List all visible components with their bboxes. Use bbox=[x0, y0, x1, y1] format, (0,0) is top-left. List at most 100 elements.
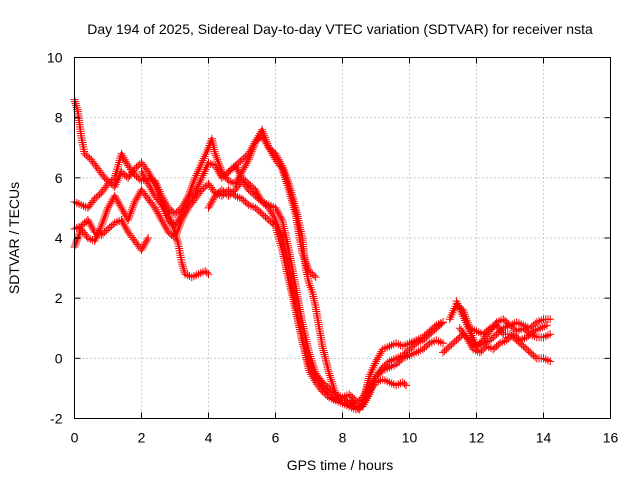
interpolated-points bbox=[253, 193, 265, 205]
interpolated-points bbox=[98, 181, 111, 196]
y-axis-label: SDTVAR / TECUs bbox=[6, 182, 22, 294]
interpolated-points bbox=[124, 199, 139, 222]
data-point bbox=[402, 381, 411, 390]
interpolated-points bbox=[524, 328, 536, 340]
interpolated-points bbox=[400, 346, 412, 358]
interpolated-points bbox=[212, 163, 225, 180]
interpolated-points bbox=[373, 347, 386, 364]
interpolated-points bbox=[112, 216, 124, 226]
data-point bbox=[439, 318, 447, 327]
interpolated-points bbox=[387, 361, 398, 371]
interpolated-points bbox=[213, 189, 224, 199]
interpolated-points bbox=[192, 187, 205, 202]
interpolated-points bbox=[212, 187, 225, 199]
interpolated-points bbox=[531, 325, 542, 335]
interpolated-points bbox=[535, 316, 546, 326]
x-tick-label: 2 bbox=[138, 430, 146, 446]
interpolated-points bbox=[278, 248, 293, 282]
interpolated-points bbox=[105, 220, 118, 232]
interpolated-points bbox=[192, 175, 205, 195]
interpolated-points bbox=[325, 371, 340, 397]
interpolated-points bbox=[440, 343, 453, 355]
data-point bbox=[110, 182, 119, 191]
interpolated-points bbox=[466, 329, 480, 349]
interpolated-points bbox=[178, 260, 189, 277]
data-point bbox=[157, 191, 166, 200]
x-tick-label: 6 bbox=[272, 430, 280, 446]
data-point bbox=[117, 149, 126, 158]
data-point bbox=[104, 203, 112, 212]
interpolated-points bbox=[298, 236, 310, 270]
interpolated-points bbox=[285, 182, 299, 210]
interpolated-points bbox=[420, 328, 432, 340]
interpolated-points bbox=[490, 340, 503, 352]
data-point bbox=[211, 149, 220, 158]
interpolated-points bbox=[528, 331, 539, 341]
data-point bbox=[325, 369, 334, 378]
interpolated-points bbox=[298, 338, 313, 373]
data-point bbox=[465, 327, 474, 336]
interpolated-points bbox=[356, 401, 366, 412]
data-point bbox=[244, 149, 253, 158]
interpolated-points bbox=[481, 337, 492, 347]
data-point bbox=[117, 203, 126, 212]
interpolated-points bbox=[232, 157, 245, 169]
series-arc-7 bbox=[224, 131, 447, 414]
data-point bbox=[110, 191, 119, 200]
data-point bbox=[157, 215, 166, 224]
interpolated-points bbox=[346, 391, 359, 403]
interpolated-points bbox=[118, 151, 131, 168]
interpolated-points bbox=[327, 394, 338, 404]
interpolated-points bbox=[463, 335, 477, 352]
data-point bbox=[83, 215, 92, 224]
data-point bbox=[546, 357, 555, 366]
interpolated-points bbox=[305, 350, 320, 376]
interpolated-points bbox=[95, 166, 108, 181]
interpolated-points bbox=[183, 271, 194, 281]
data-point bbox=[358, 399, 367, 408]
interpolated-points bbox=[298, 320, 313, 355]
interpolated-points bbox=[278, 218, 293, 252]
interpolated-points bbox=[340, 400, 351, 410]
interpolated-points bbox=[366, 359, 380, 379]
interpolated-points bbox=[394, 352, 405, 362]
interpolated-points bbox=[226, 187, 238, 199]
interpolated-points bbox=[420, 340, 432, 352]
interpolated-points bbox=[453, 299, 467, 319]
interpolated-points bbox=[246, 181, 258, 193]
interpolated-points bbox=[202, 268, 211, 277]
interpolated-points bbox=[125, 229, 138, 244]
interpolated-points bbox=[146, 174, 157, 184]
interpolated-points bbox=[291, 284, 306, 325]
interpolated-points bbox=[387, 379, 398, 389]
interpolated-points bbox=[434, 337, 445, 347]
interpolated-points bbox=[414, 346, 425, 356]
interpolated-points bbox=[474, 340, 485, 350]
interpolated-points bbox=[354, 403, 365, 413]
interpolated-points bbox=[266, 145, 278, 157]
interpolated-points bbox=[259, 133, 272, 150]
interpolated-points bbox=[487, 331, 499, 343]
interpolated-points bbox=[72, 198, 83, 208]
data-point bbox=[372, 357, 380, 366]
x-tick-label: 8 bbox=[339, 430, 347, 446]
interpolated-points bbox=[498, 337, 509, 347]
interpolated-points bbox=[400, 379, 409, 388]
interpolated-points bbox=[138, 187, 151, 202]
data-point bbox=[204, 270, 213, 279]
interpolated-points bbox=[427, 337, 439, 347]
interpolated-points bbox=[511, 331, 523, 343]
data-point bbox=[157, 200, 166, 209]
interpolated-points bbox=[239, 151, 252, 163]
data-point bbox=[355, 405, 364, 414]
interpolated-points bbox=[152, 193, 165, 208]
interpolated-points bbox=[278, 163, 293, 186]
data-point bbox=[144, 234, 153, 242]
interpolated-points bbox=[477, 343, 489, 355]
data-point bbox=[144, 179, 153, 188]
interpolated-points bbox=[407, 340, 419, 352]
interpolated-points bbox=[340, 391, 351, 401]
data-point bbox=[318, 342, 327, 351]
interpolated-points bbox=[521, 322, 532, 332]
